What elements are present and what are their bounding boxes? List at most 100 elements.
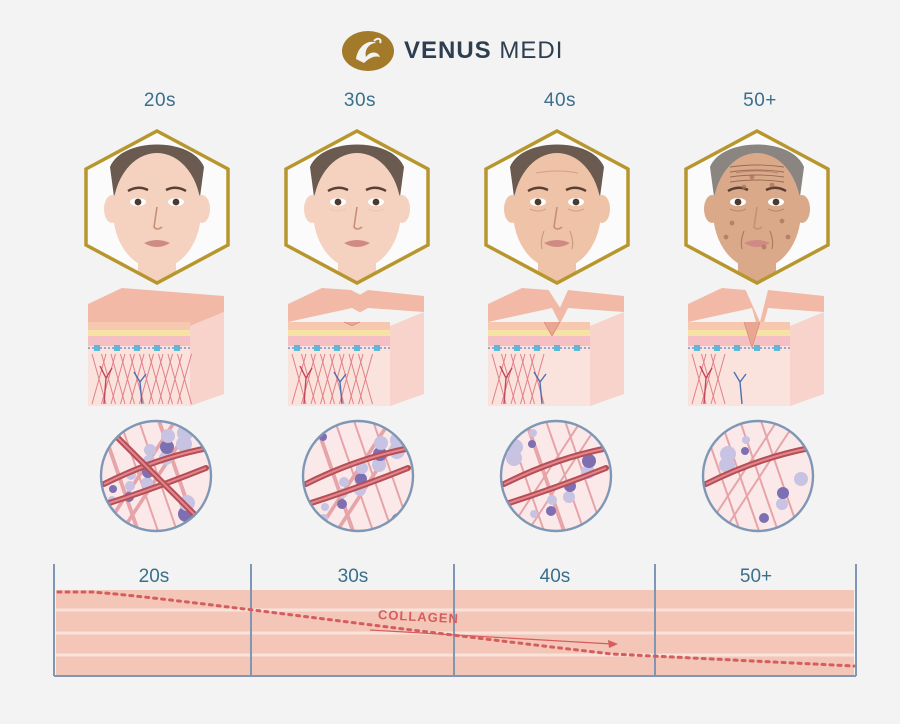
thin-fiber [525,421,567,531]
eyebrow [527,186,549,193]
cell [734,345,740,351]
timeline-label-50s: 50+ [739,566,773,587]
cell [94,345,100,351]
hexagon-frame [684,129,830,285]
hyaluronic-molecule [372,458,386,472]
nose [553,206,563,230]
hyaluronic-molecule [160,440,174,454]
collagen-arrowhead [608,640,618,648]
hyaluronic-molecule [528,440,536,448]
fiber [529,353,545,405]
hyaluronic-molecule [742,436,750,444]
lips [144,240,170,247]
hyaluronic-molecule [374,436,388,450]
fiber [358,353,373,405]
face-40s [484,129,630,285]
skin-cross-section-50s [688,288,824,406]
pupil [734,198,742,206]
wrinkle-line [729,174,785,178]
collagen-timeline [53,564,857,677]
hyaluronic-molecule [356,462,368,474]
skin-surface [488,288,624,324]
blood-vessel [499,365,513,405]
nose [753,206,763,230]
timeline-label-40s: 40s [539,566,571,587]
cell [554,345,560,351]
skin-side [390,312,424,406]
fiber [177,353,192,405]
pupil [372,198,380,206]
wrinkle-line [729,169,785,173]
epidermis-layer [488,322,590,330]
blood-vessel [299,365,313,405]
hexagon-frame [484,129,630,285]
collagen-fiber-highlight [103,447,209,485]
eyebrow [327,186,349,193]
wrinkle-line [767,208,785,212]
pupil [334,198,342,206]
hyaluronic-molecule [339,477,349,487]
hyaluronic-molecule [563,491,575,503]
epidermis-layer [88,322,190,330]
hexagon-frame [284,129,430,285]
hyaluronic-molecule [109,485,117,493]
pupil [772,198,780,206]
skin-cross-section-40s [488,288,624,406]
wrinkle-line [329,208,347,212]
swan-logo-icon [342,31,394,71]
dermis-layer [488,336,590,346]
age-spot [729,220,735,226]
age-label-40s: 40s [543,90,577,111]
blood-vessel [99,365,113,405]
cell [574,345,580,351]
fat-layer [488,330,590,336]
fat-layer [288,330,390,336]
wrinkle-line [740,230,745,250]
hyaluronic-molecule [161,429,175,443]
cell [354,345,360,351]
wrinkle-groove [743,321,761,349]
cell [534,345,540,351]
wrinkle-line [729,208,747,212]
epidermis-layer [688,322,790,330]
hyaluronic-molecule [321,503,329,511]
eyebrow [127,186,149,193]
thin-fiber [544,421,586,531]
collagen-fiber-highlight [105,467,207,505]
collagen-magnifier-50s [701,419,815,533]
hyaluronic-molecule [144,444,156,456]
hyaluronic-molecule [759,513,769,523]
wrinkle-line [569,230,574,250]
wrinkle-line [535,170,579,174]
age-label-30s: 30s [343,90,377,111]
dermis-layer [288,336,390,346]
skin-surface [88,288,224,326]
fat-layer [688,330,790,336]
blood-vessel [733,371,747,405]
wrinkle-line [367,208,385,212]
hyaluronic-molecule [106,426,114,434]
brand-logo: VENUS MEDI [340,26,580,76]
cell [134,345,140,351]
age-spot [741,184,747,190]
blood-vessel [333,371,347,405]
hyaluronic-molecule [741,447,749,455]
cell [754,345,760,351]
magnifier-frame [499,419,613,533]
wrinkle-line [529,208,547,212]
pupil [134,198,142,206]
magnifier-frame [701,419,815,533]
collagen-fiber-highlight [505,467,607,505]
age-spot [769,182,775,188]
eyebrow [365,186,387,193]
skin-surface [688,288,824,337]
cell [174,345,180,351]
wrinkle-line [729,164,785,168]
fiber [710,353,726,405]
cell [294,345,300,351]
skin-surface [288,288,424,322]
cell [314,345,320,351]
hyaluronic-molecule [776,498,788,510]
timeline-label-30s: 30s [337,566,369,587]
epidermis-layer [288,322,390,330]
